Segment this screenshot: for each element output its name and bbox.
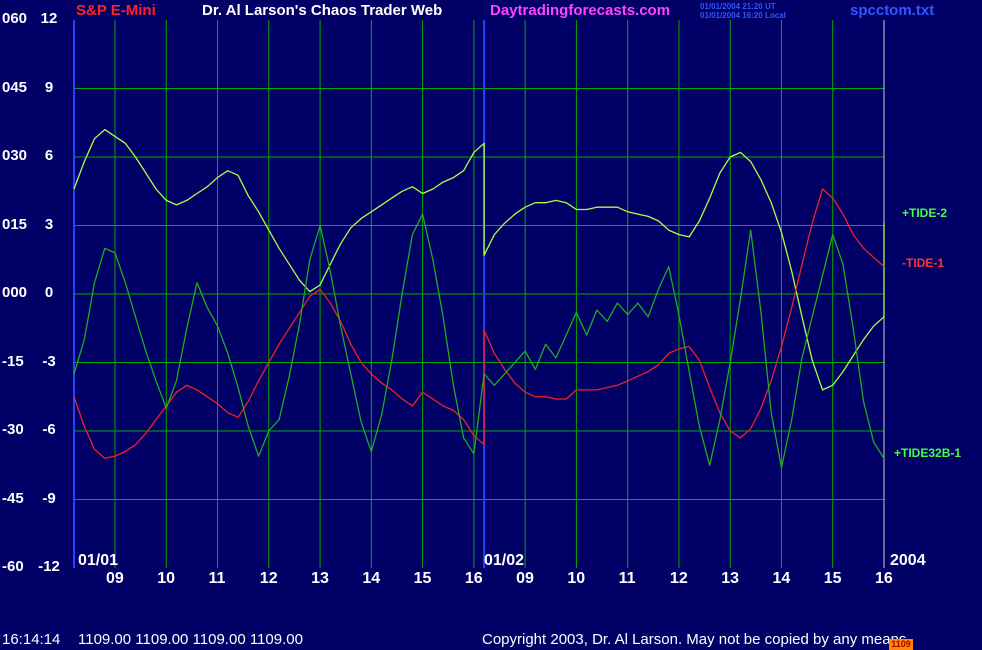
x-axis-tick: 14 (772, 570, 791, 587)
series-line-2 (73, 188, 885, 460)
series-lines (73, 128, 885, 469)
footer-prices: 1109.00 1109.00 1109.00 1109.00 (78, 631, 303, 648)
left-axis-tick: -60 (2, 558, 24, 575)
legend-tide32b1: +TIDE32B-1 (894, 446, 962, 460)
left-axis-tick: -30 (2, 421, 24, 438)
legend-tide2: +TIDE-2 (902, 206, 948, 220)
file-name: spcctom.txt (850, 2, 935, 19)
x-axis-tick: 14 (362, 570, 381, 587)
right-axis-tick: -3 (42, 352, 56, 370)
left-axis-tick: 045 (2, 78, 28, 96)
x-axis-tick: 10 (157, 570, 176, 587)
right-axis-tick: 3 (44, 215, 54, 233)
x-axis-tick: 10 (567, 570, 586, 587)
x-axis-tick: 12 (669, 570, 688, 587)
left-axis-tick: 000 (2, 284, 28, 301)
left-axis-tick: 030 (2, 147, 28, 164)
x-axis-tick: 13 (311, 570, 329, 587)
legend-tide1: -TIDE-1 (902, 256, 944, 270)
series-line-1 (73, 128, 885, 391)
chart-title: S&P E-Mini (76, 2, 156, 19)
footer-copyright: Copyright 2003, Dr. Al Larson. May not b… (482, 631, 911, 648)
x-axis-tick: 16 (875, 570, 893, 587)
series-line-3 (73, 213, 885, 469)
local-time: 01/01/2004 16:20 Local (700, 11, 786, 20)
left-axis-tick: -45 (2, 489, 24, 507)
right-axis-tick: -12 (38, 558, 60, 575)
left-axis-tick: -15 (2, 352, 24, 370)
left-axis-tick: 015 (2, 215, 28, 233)
x-axis-tick: 09 (516, 570, 534, 587)
x-axis-tick: 11 (208, 570, 226, 587)
right-axis-tick: 12 (40, 10, 58, 27)
x-axis-tick: 13 (721, 570, 739, 587)
x-axis-tick: 15 (413, 570, 432, 587)
right-axis-tick: -9 (42, 489, 56, 507)
right-axis-tick: -6 (42, 421, 56, 438)
left-axis-tick: 060 (2, 10, 28, 27)
footer-time: 16:14:14 (2, 631, 61, 648)
x-axis-tick: 15 (823, 570, 842, 587)
date-label-01-01: 01/01 (78, 552, 119, 569)
footer-badge: 1109 (889, 639, 913, 650)
x-axis-tick: 11 (618, 570, 636, 587)
x-axis-tick: 16 (464, 570, 483, 587)
ut-time: 01/01/2004 21:20 UT (700, 2, 776, 11)
right-axis-tick: 9 (44, 78, 54, 96)
date-label-01-02: 01/02 (484, 552, 525, 569)
grid (74, 20, 885, 568)
chart-subtitle: Dr. Al Larson's Chaos Trader Web (202, 2, 443, 19)
site-link[interactable]: Daytradingforecasts.com (490, 2, 671, 19)
date-label-year: 2004 (890, 552, 926, 569)
right-axis-tick: 0 (44, 284, 54, 301)
x-axis-tick: 09 (106, 570, 124, 587)
right-axis-tick: 6 (44, 147, 54, 164)
x-axis-tick: 12 (259, 570, 278, 587)
